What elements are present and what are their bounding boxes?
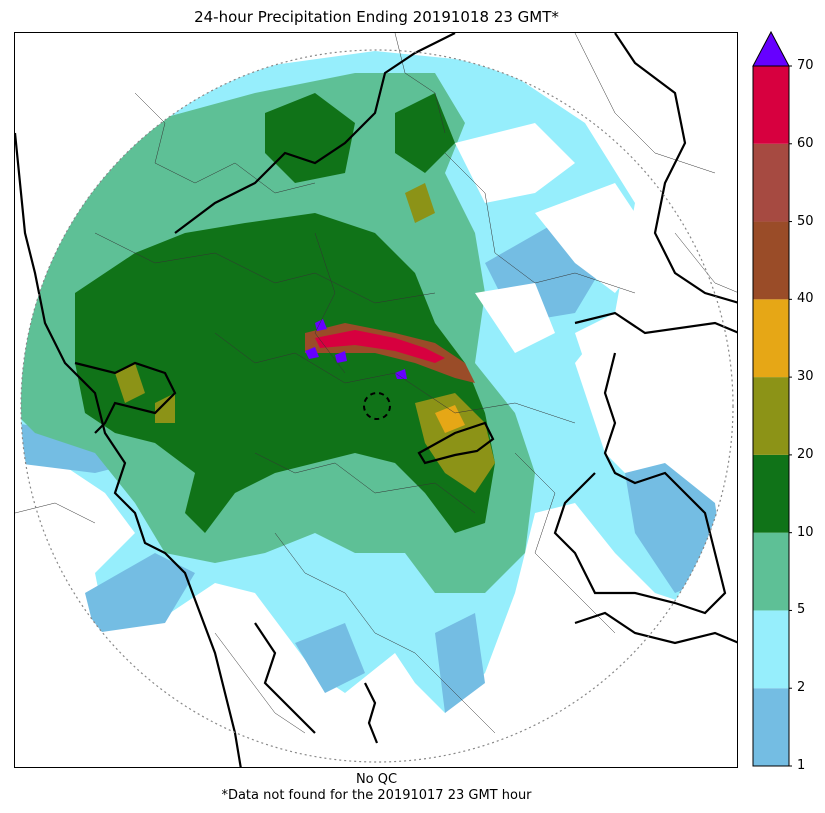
radar-range-ring bbox=[20, 49, 734, 763]
colorbar-graphic bbox=[752, 30, 793, 767]
colorbar-tick-label: 40 bbox=[797, 291, 814, 307]
colorbar-tick-label: 5 bbox=[797, 602, 806, 618]
regional-boundaries bbox=[15, 33, 737, 734]
colorbar-bin-40-50 bbox=[753, 221, 789, 300]
colorbar-tick-label: 20 bbox=[797, 446, 814, 462]
precip-10-20-area bbox=[75, 213, 495, 533]
precipitation-map[interactable] bbox=[14, 32, 738, 768]
colorbar-tick-label: 60 bbox=[797, 135, 814, 151]
colorbar-outline bbox=[752, 65, 790, 767]
colorbar-bin-2-5 bbox=[753, 610, 789, 689]
colorbar-tick-label: 1 bbox=[797, 758, 806, 773]
precip-60-70-band bbox=[315, 330, 445, 363]
precipitation-colorbar bbox=[752, 30, 793, 770]
colorbar-bin-50-60 bbox=[753, 143, 789, 222]
precip-20-30-patches bbox=[115, 183, 495, 493]
colorbar-bin-20-30 bbox=[753, 377, 789, 455]
precip-over-70-cells bbox=[305, 319, 407, 379]
map-title: 24-hour Precipitation Ending 20191018 23… bbox=[194, 8, 559, 26]
colorbar-bin-5-10 bbox=[753, 532, 789, 611]
colorbar-tick-label: 70 bbox=[797, 58, 814, 73]
colorbar-overflow-triangle bbox=[752, 30, 790, 67]
precip-10-20-north bbox=[265, 93, 455, 183]
colorbar-bin-10-20 bbox=[753, 454, 789, 533]
qc-note: No QC bbox=[355, 772, 398, 787]
colorbar-tick-label: 30 bbox=[797, 369, 814, 385]
colorbar-bin-60-70 bbox=[753, 66, 789, 144]
colorbar-tick-label: 2 bbox=[797, 680, 806, 696]
colorbar-bin-30-40 bbox=[753, 299, 789, 378]
precipitation-field bbox=[21, 51, 725, 713]
missing-data-note: *Data not found for the 20191017 23 GMT … bbox=[221, 788, 532, 803]
colorbar-tick-label: 10 bbox=[797, 524, 814, 540]
colorbar-tick-label: 50 bbox=[797, 213, 814, 229]
country-borders bbox=[15, 33, 737, 767]
colorbar-bin-1-2 bbox=[753, 688, 789, 766]
radar-site-marker bbox=[363, 392, 391, 420]
map-canvas bbox=[15, 33, 737, 767]
dry-gaps bbox=[455, 123, 655, 393]
